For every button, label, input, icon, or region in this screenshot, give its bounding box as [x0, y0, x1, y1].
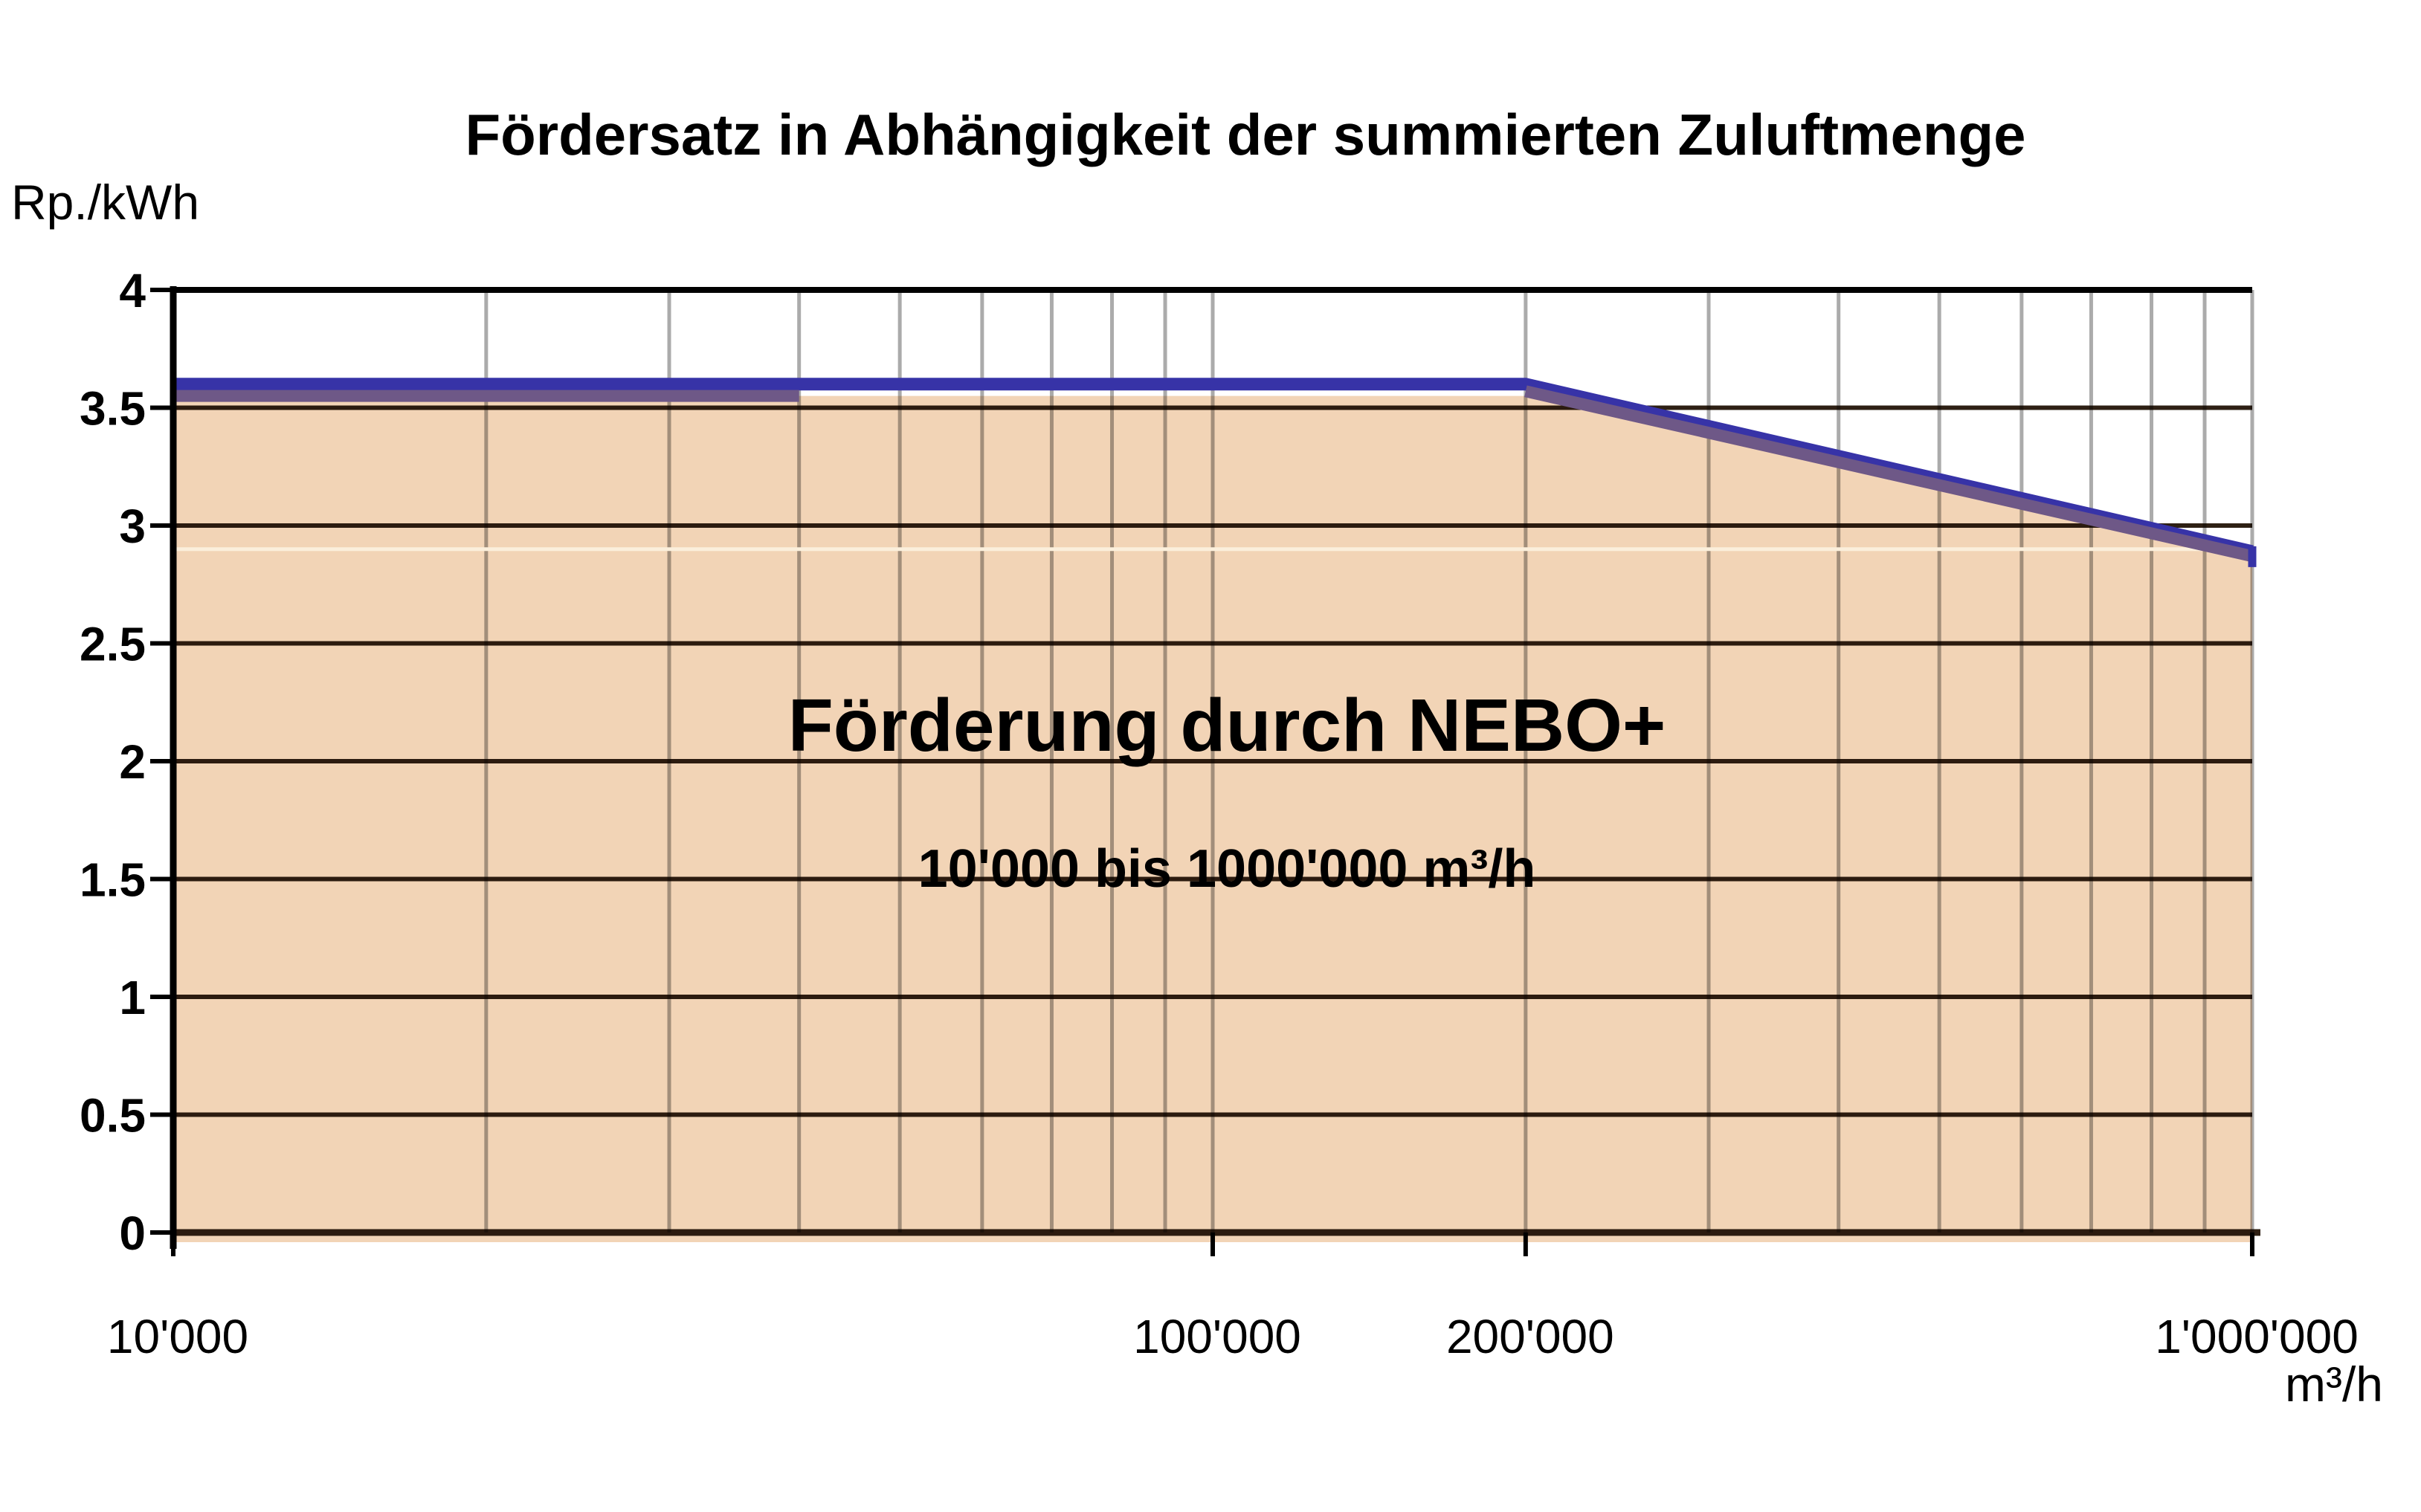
- y-tick-label: 3.5: [80, 382, 146, 436]
- series-lines-layer: [173, 378, 2257, 567]
- y-tick-label: 2: [119, 735, 146, 789]
- tick-labels-layer: 4 3.5 3 2.5 2 1.5 1 0.5 0 10'000 100'000 200'000 1'0…: [80, 264, 2359, 1363]
- x-tick-label: 10'000: [107, 1310, 248, 1363]
- annotation-main: Förderung durch NEBO+: [788, 684, 1666, 767]
- y-tick-label: 0: [119, 1206, 146, 1260]
- x-axis-unit-label: m³/h: [2285, 1357, 2383, 1412]
- x-tick-label: 1'000'000: [2155, 1310, 2359, 1363]
- y-tick-label: 4: [119, 264, 146, 317]
- y-tick-label: 0.5: [80, 1089, 146, 1143]
- y-tick-label: 1.5: [80, 853, 146, 907]
- annotation-sub: 10'000 bis 1000'000 m³/h: [918, 839, 1536, 899]
- y-tick-label: 2.5: [80, 618, 146, 671]
- purple-companion-line: [1524, 385, 2254, 563]
- axes-layer: [150, 286, 2260, 1256]
- y-axis-unit-label: Rp./kWh: [11, 175, 199, 230]
- y-tick-label: 3: [119, 500, 146, 553]
- gridlines-layer: [173, 290, 2254, 1232]
- x-tick-label: 100'000: [1133, 1310, 1301, 1363]
- x-tick-label: 200'000: [1446, 1310, 1614, 1363]
- chart-title: Fördersatz in Abhängigkeit der summierte…: [465, 102, 2025, 167]
- y-tick-label: 1: [119, 971, 146, 1024]
